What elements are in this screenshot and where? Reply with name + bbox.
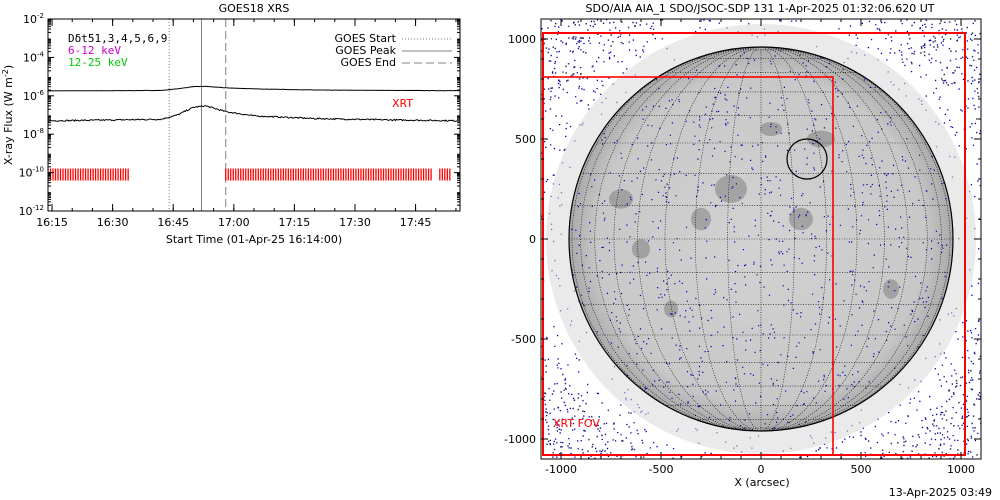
series-long xyxy=(48,85,460,92)
map-y-ticks: 1000 500 0 -500 -1000 xyxy=(504,18,981,460)
map-y-tick-label: 500 xyxy=(515,133,536,146)
right-legend: GOES Start GOES Peak GOES End xyxy=(335,32,452,69)
fov-box-inner xyxy=(542,76,834,456)
y-tick-label: 10-2 xyxy=(23,12,44,26)
y-axis-label: X-ray Flux (W m-2) xyxy=(1,65,15,165)
noise-dots xyxy=(541,19,981,459)
legend-detectors: Dδt51,3,4,5,6,9 xyxy=(68,32,167,45)
x-tick-label: 17:15 xyxy=(279,216,311,229)
chart-title: GOES18 XRS xyxy=(219,2,290,15)
aia-map-chart: SDO/AIA AIA_1 SDO/JSOC-SDP 131 1-Apr-202… xyxy=(504,2,982,489)
active-region-patch xyxy=(632,239,650,259)
active-region-patch xyxy=(664,300,678,318)
longitude-line xyxy=(760,47,942,431)
legend-12-25kev: 12-25 keV xyxy=(68,56,128,69)
disk-features xyxy=(571,50,949,431)
map-x-axis-label: X (arcsec) xyxy=(734,476,789,489)
map-x-ticks: -1000 -500 0 500 1000 xyxy=(540,19,982,476)
active-region-patch xyxy=(691,207,711,231)
y-tick-label: 10-4 xyxy=(23,50,45,64)
y-tick-label: 10-6 xyxy=(23,89,45,103)
longitude-line xyxy=(760,47,885,431)
plot-area xyxy=(48,19,460,211)
map-y-tick-label: -500 xyxy=(511,333,536,346)
x-axis-label: Start Time (01-Apr-25 16:14:00) xyxy=(166,233,342,246)
map-x-tick-label: -1000 xyxy=(545,463,577,476)
noise-speckle xyxy=(541,19,981,459)
map-x-tick-label: 1000 xyxy=(947,463,975,476)
map-y-tick-label: -1000 xyxy=(504,433,536,446)
x-tick-label: 17:45 xyxy=(400,216,432,229)
map-y-tick-label: 0 xyxy=(529,233,536,246)
longitude-line xyxy=(760,47,909,431)
series-short xyxy=(48,105,460,122)
active-region-patch xyxy=(789,207,813,231)
map-title: SDO/AIA AIA_1 SDO/JSOC-SDP 131 1-Apr-202… xyxy=(586,2,935,15)
y-tick-label: 10-12 xyxy=(19,204,44,218)
heliographic-grid xyxy=(569,47,953,431)
x-tick-label: 16:45 xyxy=(157,216,189,229)
y-tick-label: 10-8 xyxy=(23,127,44,141)
map-area: XRT FOV xyxy=(541,19,981,459)
region-circle xyxy=(786,138,828,180)
map-x-tick-label: 500 xyxy=(851,463,872,476)
xrt-fov-boxes xyxy=(542,32,966,456)
longitude-line xyxy=(760,47,795,431)
xrt-fov-label: XRT FOV xyxy=(553,417,600,430)
map-x-tick-label: 0 xyxy=(758,463,765,476)
longitude-line xyxy=(580,47,762,431)
left-legend: Dδt51,3,4,5,6,9 6-12 keV 12-25 keV xyxy=(68,32,167,69)
longitude-line xyxy=(727,47,762,431)
x-tick-label: 17:30 xyxy=(339,216,371,229)
legend-goes-start: GOES Start xyxy=(335,32,397,45)
goes-xrs-chart: GOES18 XRS 10-2 10-4 10-6 10-8 10-10 10-12 16… xyxy=(1,2,461,246)
active-region-patch xyxy=(715,175,747,203)
active-region-patch xyxy=(883,279,899,299)
legend-goes-peak: GOES Peak xyxy=(335,44,396,57)
longitude-line xyxy=(613,47,762,431)
map-x-tick-label: -500 xyxy=(649,463,674,476)
xrt-annotation: XRT xyxy=(392,97,413,110)
x-tick-label: 16:30 xyxy=(97,216,129,229)
y-axis-ticks: 10-2 10-4 10-6 10-8 10-10 10-12 xyxy=(19,12,460,218)
x-tick-label: 17:00 xyxy=(218,216,250,229)
y-tick-label: 10-10 xyxy=(19,166,44,180)
x-axis-ticks: 16:15 16:30 16:45 17:00 17:15 17:30 17:45 xyxy=(36,19,457,229)
map-y-tick-label: 1000 xyxy=(508,33,536,46)
footer-timestamp: 13-Apr-2025 03:49 xyxy=(889,486,992,499)
longitude-line xyxy=(637,47,762,431)
legend-6-12kev: 6-12 keV xyxy=(68,44,121,57)
x-tick-label: 16:15 xyxy=(36,216,68,229)
legend-goes-end: GOES End xyxy=(340,56,396,69)
